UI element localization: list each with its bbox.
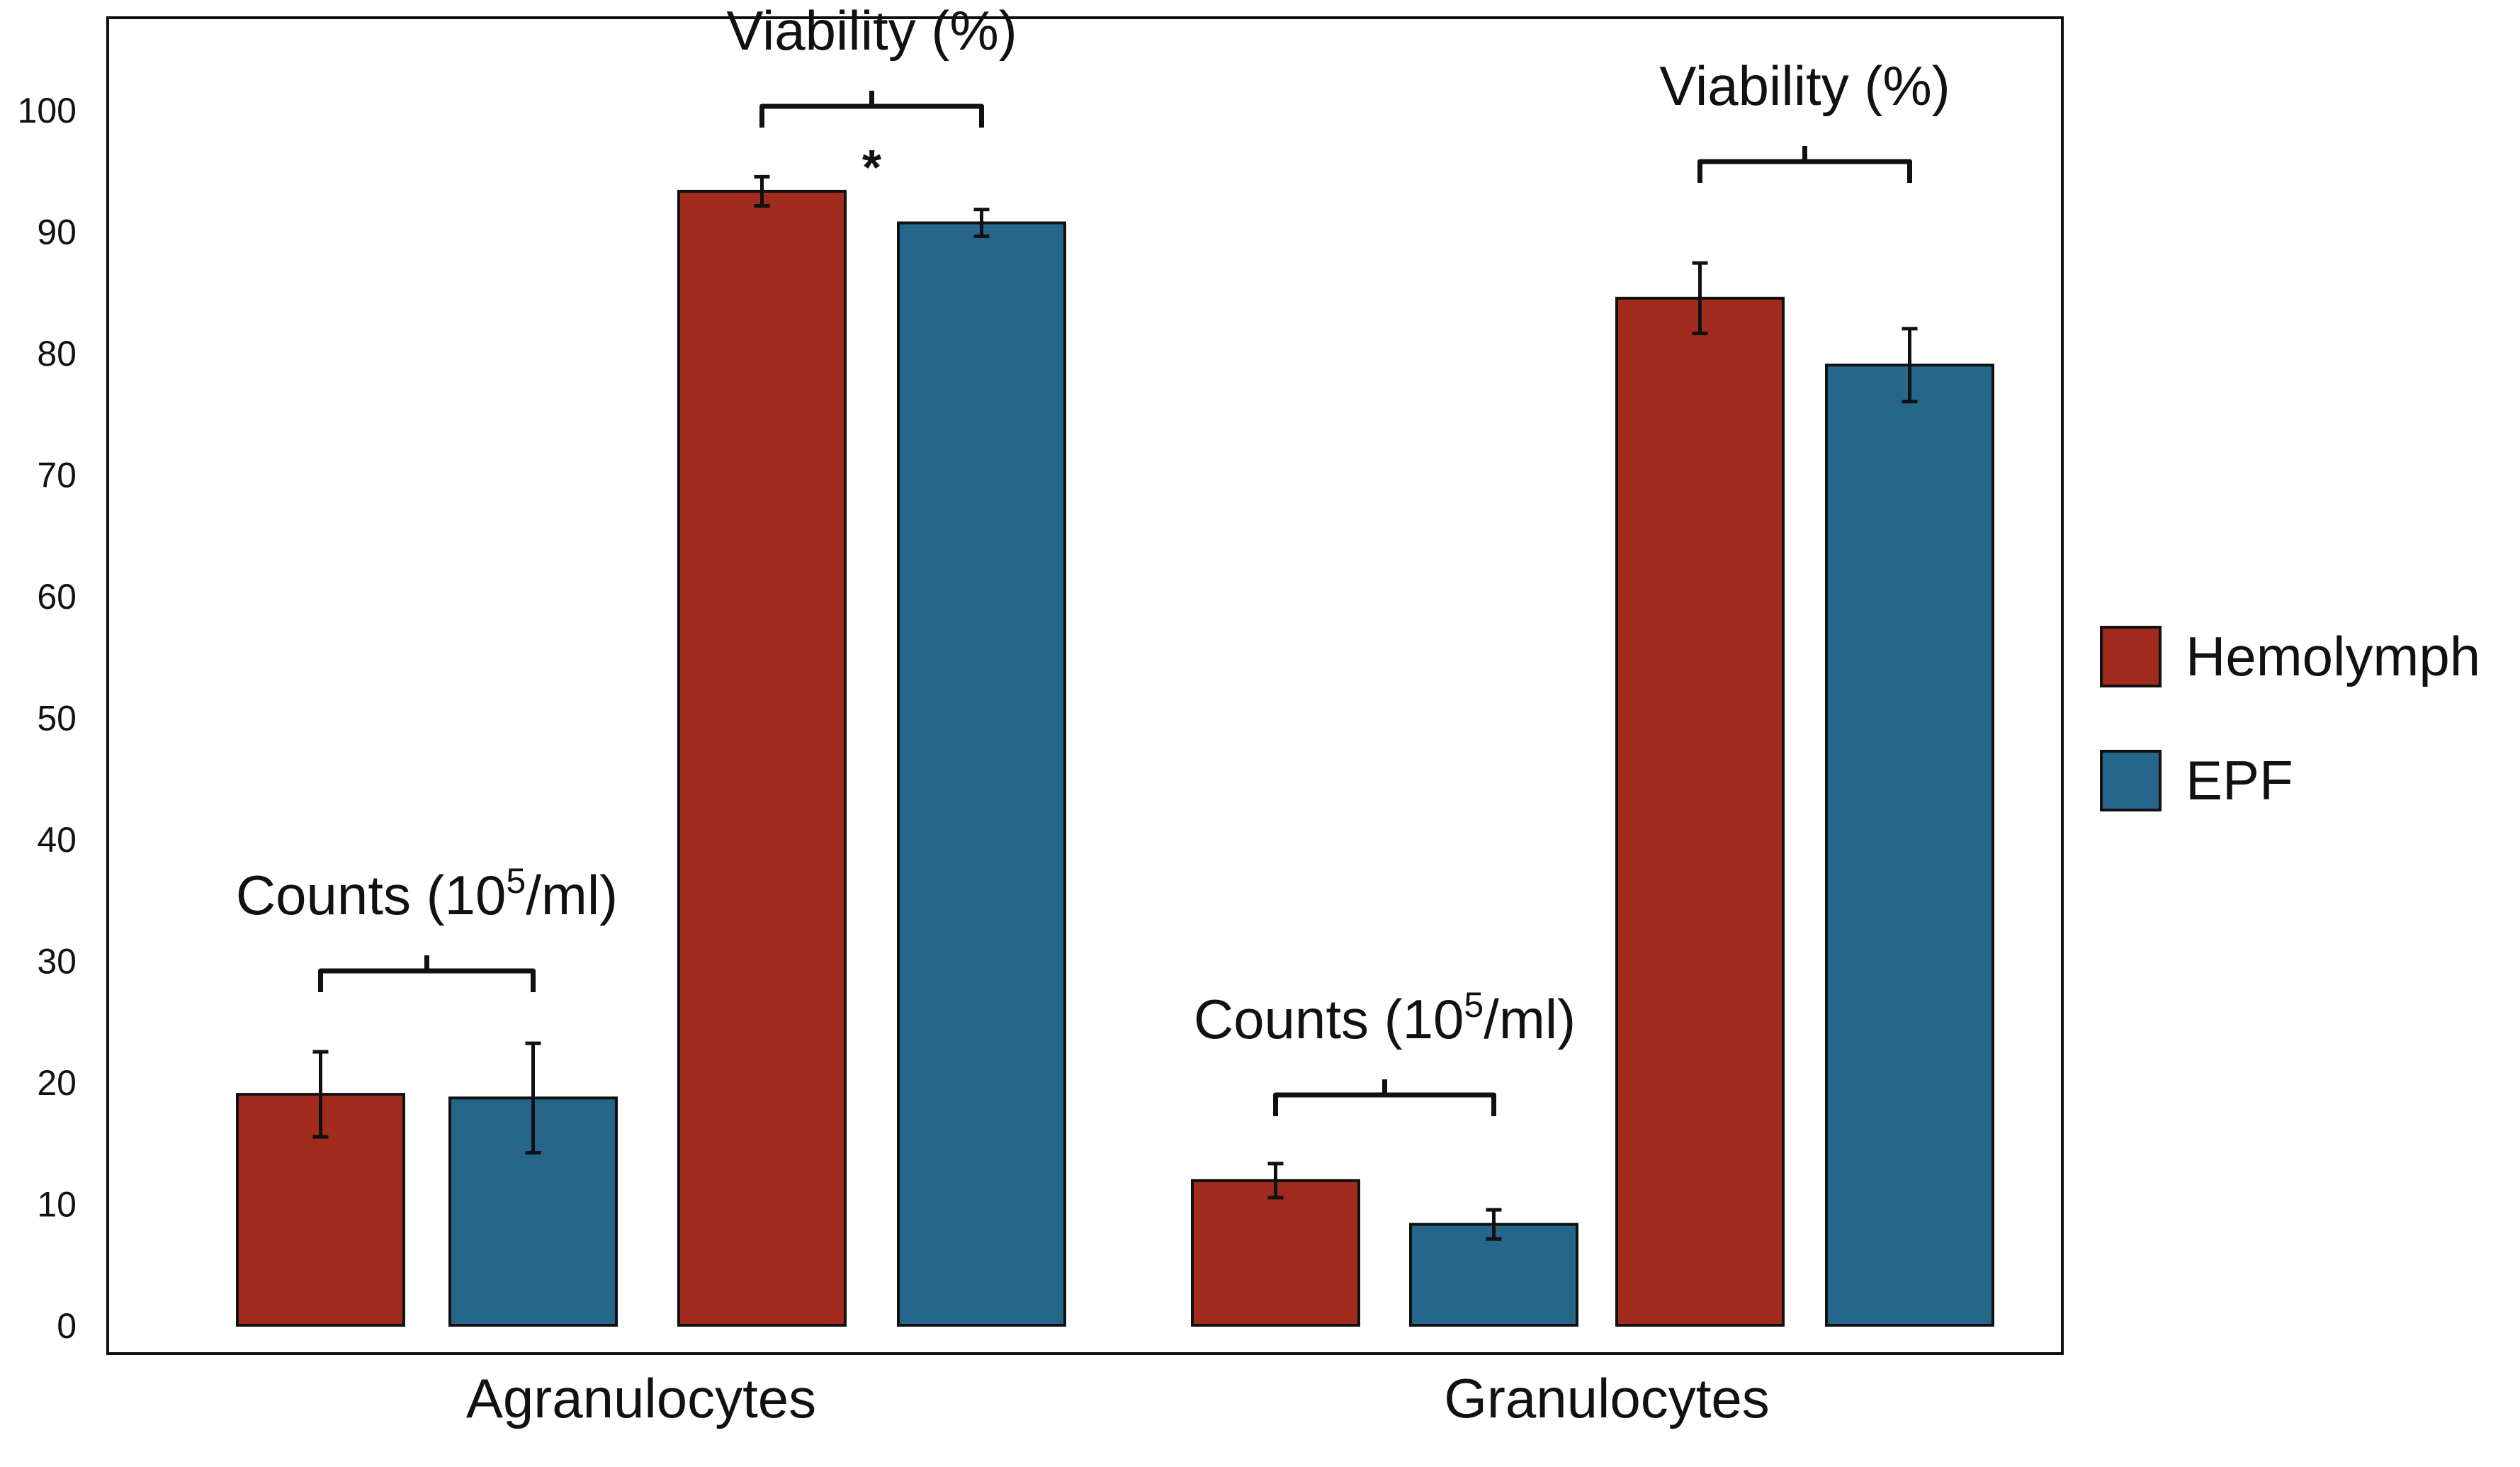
measure-label-agranulocytes-m1: Viability (%) [726, 0, 1017, 62]
measure-label-granulocytes-m0: Counts (105/ml) [1194, 985, 1576, 1050]
bars [236, 189, 1994, 1327]
y-tick-label-60: 60 [37, 577, 77, 617]
bracket-agranulocytes-m0 [318, 955, 536, 992]
error-bars [312, 174, 1918, 1241]
group-labels: Agranulocytes Granulocytes [466, 1367, 1770, 1429]
bracket-granulocytes-m1 [1697, 146, 1912, 183]
legend-swatch-hemolymph [2100, 626, 2162, 687]
y-tick-label-70: 70 [37, 456, 77, 495]
y-tick-label-30: 30 [37, 942, 77, 982]
bracket-granulocytes-m0 [1273, 1079, 1496, 1116]
y-tick-label-100: 100 [18, 91, 77, 130]
measure-label-agranulocytes-m0: Counts (105/ml) [236, 861, 618, 926]
bar-granulocytes-m1-hemolymph [1615, 296, 1785, 1327]
group-label-granulocytes: Granulocytes [1444, 1367, 1770, 1429]
y-tick-label-40: 40 [37, 820, 77, 860]
legend-swatch-epf [2100, 750, 2162, 811]
y-tick-label-0: 0 [57, 1306, 77, 1346]
bar-granulocytes-m0-hemolymph [1191, 1179, 1360, 1327]
bracket-agranulocytes-m1 [759, 91, 984, 128]
bar-granulocytes-m1-epf [1825, 364, 1994, 1327]
legend: Hemolymph EPF [2100, 625, 2480, 811]
bar-agranulocytes-m1-epf [897, 221, 1066, 1327]
bar-agranulocytes-m1-hemolymph [677, 189, 847, 1327]
legend-label-hemolymph: Hemolymph [2186, 625, 2480, 687]
measure-annotations: Counts (105/ml) Viability (%) * Counts (105… [236, 0, 1950, 1116]
y-tick-label-10: 10 [37, 1185, 77, 1225]
y-tick-label-90: 90 [37, 213, 77, 252]
group-label-agranulocytes: Agranulocytes [466, 1367, 816, 1429]
measure-label-granulocytes-m1: Viability (%) [1659, 55, 1950, 117]
plot-frame [106, 16, 2064, 1355]
y-tick-label-50: 50 [37, 699, 77, 738]
legend-label-epf: EPF [2186, 749, 2293, 811]
y-tick-label-80: 80 [37, 334, 77, 373]
y-axis: 0 10 20 30 40 50 60 70 80 90 100 [18, 91, 77, 1346]
y-tick-label-20: 20 [37, 1063, 77, 1103]
significance-marker: * [862, 140, 882, 195]
